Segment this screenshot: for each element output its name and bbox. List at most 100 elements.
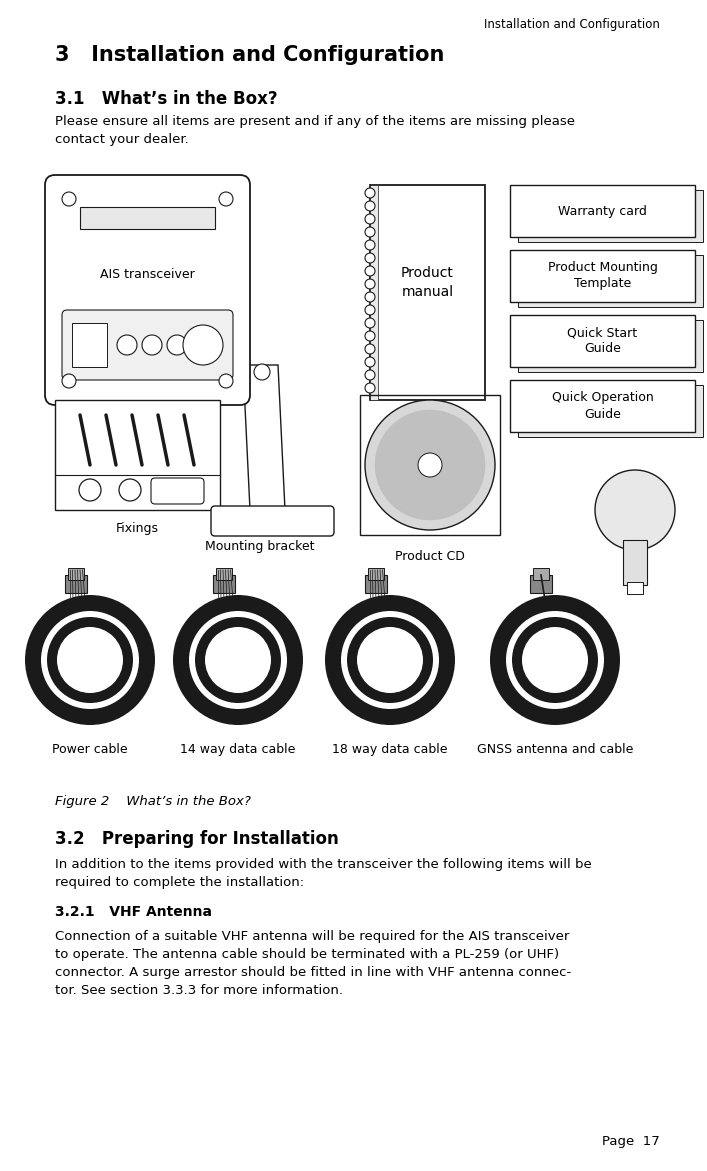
Circle shape [41,611,139,708]
Text: 18 way data cable: 18 way data cable [332,744,448,756]
Bar [518,385,703,437]
Circle shape [365,240,375,249]
Bar [55,400,220,511]
Bar [510,185,695,237]
Circle shape [365,344,375,354]
Bar [370,185,378,400]
FancyBboxPatch shape [62,310,233,381]
Circle shape [183,326,223,365]
Text: Product
manual: Product manual [401,266,454,299]
Circle shape [189,611,287,708]
Circle shape [325,595,455,725]
Bar [80,207,215,230]
Text: Page  17: Page 17 [602,1135,660,1148]
Bar [360,395,500,535]
Text: Connection of a suitable VHF antenna will be required for the AIS transceiver
to: Connection of a suitable VHF antenna wil… [55,930,571,997]
Text: GNSS antenna and cable: GNSS antenna and cable [477,744,633,756]
Circle shape [418,453,442,477]
Text: What’s in the Box?: What’s in the Box? [105,795,251,808]
Circle shape [365,292,375,302]
Circle shape [62,192,76,206]
Circle shape [62,374,76,388]
Bar [510,381,695,432]
Circle shape [254,364,270,381]
Circle shape [365,357,375,367]
Circle shape [47,617,133,703]
Bar [510,315,695,367]
Bar [72,323,107,367]
Bar [368,568,384,580]
Bar [518,190,703,242]
Text: 3   Installation and Configuration: 3 Installation and Configuration [55,44,445,66]
FancyBboxPatch shape [211,506,334,536]
Text: In addition to the items provided with the transceiver the following items will : In addition to the items provided with t… [55,858,592,889]
Circle shape [365,304,375,315]
Circle shape [365,201,375,211]
Circle shape [365,331,375,341]
Text: Warranty card: Warranty card [558,205,647,218]
Bar [510,249,695,302]
Text: 3.2   Preparing for Installation: 3.2 Preparing for Installation [55,830,339,848]
Circle shape [79,479,101,501]
Text: AIS transceiver: AIS transceiver [100,268,195,281]
FancyBboxPatch shape [45,174,250,405]
Bar [68,568,84,580]
Text: Mounting bracket: Mounting bracket [205,540,315,553]
Circle shape [375,410,485,520]
Text: 3.2.1   VHF Antenna: 3.2.1 VHF Antenna [55,905,212,919]
Circle shape [192,335,212,355]
Circle shape [506,611,604,708]
Bar [518,255,703,307]
Bar [623,540,647,586]
Circle shape [365,266,375,276]
Bar [533,568,549,580]
Bar [370,185,485,400]
Circle shape [365,279,375,289]
Circle shape [365,189,375,198]
FancyBboxPatch shape [151,478,204,504]
Circle shape [365,383,375,393]
Bar [627,582,643,594]
Circle shape [117,335,137,355]
Circle shape [173,595,303,725]
Bar [65,575,87,593]
Text: Product Mounting
Template: Product Mounting Template [547,261,658,290]
Circle shape [57,626,123,693]
Text: 3.1   What’s in the Box?: 3.1 What’s in the Box? [55,90,278,108]
Text: 14 way data cable: 14 way data cable [180,744,296,756]
Circle shape [347,617,433,703]
Circle shape [365,319,375,328]
Circle shape [365,227,375,237]
Circle shape [205,626,271,693]
Text: Fixings: Fixings [116,522,159,535]
Text: Power cable: Power cable [52,744,128,756]
Circle shape [365,400,495,530]
Circle shape [341,611,439,708]
Polygon shape [243,365,285,511]
Circle shape [490,595,620,725]
Text: Installation and Configuration: Installation and Configuration [484,18,660,30]
Text: Quick Operation
Guide: Quick Operation Guide [551,391,653,420]
Bar [530,575,552,593]
Text: Product CD: Product CD [395,550,465,563]
Circle shape [365,214,375,224]
Circle shape [219,374,233,388]
Circle shape [119,479,141,501]
Circle shape [522,626,588,693]
Circle shape [219,192,233,206]
Circle shape [195,617,281,703]
Circle shape [512,617,598,703]
Circle shape [365,370,375,381]
Text: Figure 2: Figure 2 [55,795,110,808]
Circle shape [167,335,187,355]
Circle shape [365,253,375,263]
Bar [365,575,387,593]
Circle shape [25,595,155,725]
Circle shape [142,335,162,355]
Bar [518,320,703,372]
Circle shape [595,470,675,550]
Text: Quick Start
Guide: Quick Start Guide [568,327,638,356]
Bar [216,568,232,580]
Circle shape [357,626,423,693]
Text: Please ensure all items are present and if any of the items are missing please
c: Please ensure all items are present and … [55,115,575,146]
